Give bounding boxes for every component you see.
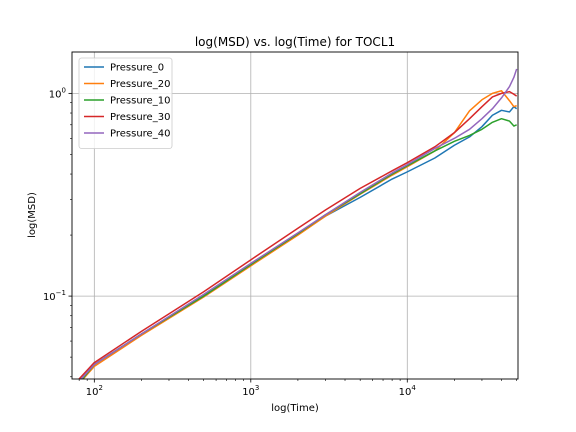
x-tick-label: 102 — [86, 384, 103, 398]
chart-title: log(MSD) vs. log(Time) for TOCL1 — [195, 35, 395, 49]
tick-base: 10 — [86, 387, 99, 398]
y-tick-label: 10−1 — [43, 289, 66, 303]
y-axis-label: log(MSD) — [27, 192, 38, 238]
y-tick-label: 100 — [49, 86, 66, 100]
legend: Pressure_0 Pressure_20 Pressure_10 Pressure… — [78, 57, 173, 149]
tick-base: 10 — [43, 292, 56, 303]
x-tick-label: 103 — [242, 384, 259, 398]
tick-exponent: 2 — [98, 384, 102, 392]
legend-label: Pressure_30 — [110, 112, 170, 123]
series-line-pressure-30 — [78, 90, 518, 379]
x-tick-label: 104 — [399, 384, 417, 398]
legend-box — [78, 57, 173, 149]
tick-exponent: 3 — [255, 384, 259, 392]
tick-base: 10 — [399, 387, 412, 398]
series-line-pressure-40 — [80, 68, 518, 379]
series-line-pressure-10 — [81, 117, 517, 379]
tick-base: 10 — [242, 387, 255, 398]
axes-frame — [71, 51, 519, 380]
x-ticks: 102 103 104 — [78, 379, 517, 398]
tick-exponent: 0 — [62, 86, 66, 94]
tick-base: 10 — [49, 89, 62, 100]
tick-exponent: −1 — [56, 289, 66, 297]
series-line-pressure-20 — [82, 90, 517, 379]
legend-label: Pressure_0 — [110, 63, 164, 74]
legend-label: Pressure_20 — [110, 79, 170, 90]
legend-label: Pressure_40 — [110, 129, 170, 140]
x-axis-label: log(Time) — [271, 403, 319, 414]
tick-exponent: 4 — [411, 384, 416, 392]
legend-label: Pressure_10 — [110, 96, 170, 107]
series-group — [78, 68, 518, 379]
